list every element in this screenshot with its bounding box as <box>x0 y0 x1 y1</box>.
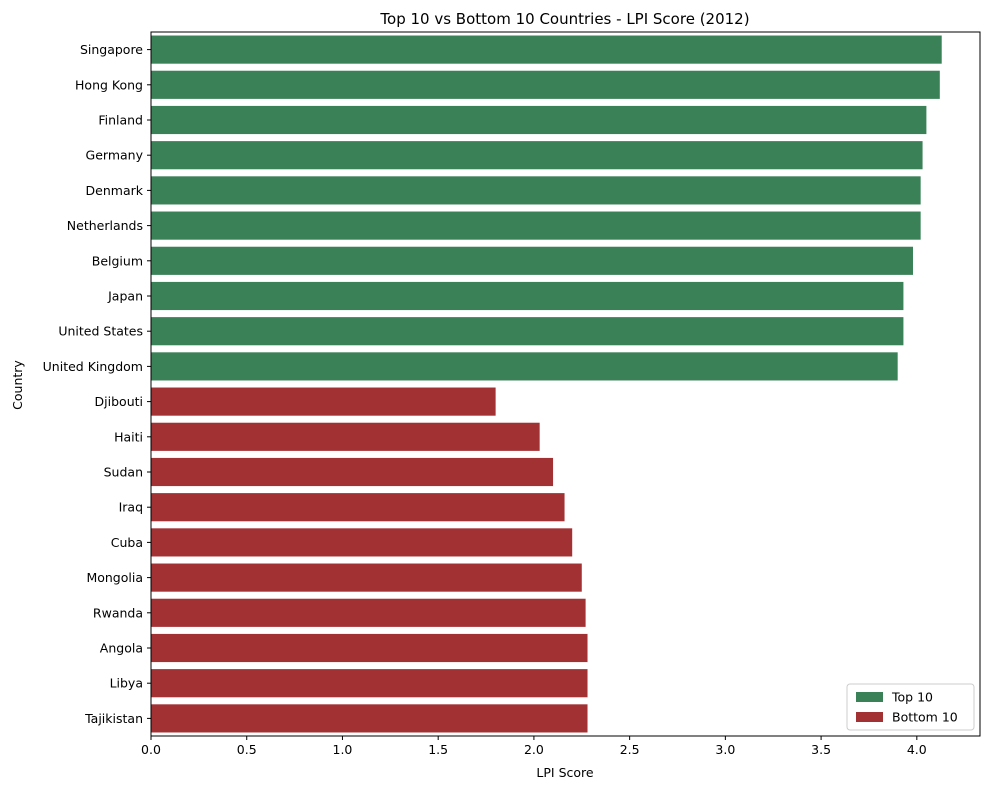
y-tick-label: Tajikistan <box>84 711 143 726</box>
y-tick-label: Japan <box>107 289 143 304</box>
x-tick-label: 2.0 <box>524 742 544 757</box>
legend-swatch <box>856 712 883 722</box>
y-tick-label: Mongolia <box>86 570 143 585</box>
chart-title: Top 10 vs Bottom 10 Countries - LPI Scor… <box>379 10 749 28</box>
y-tick-label: Rwanda <box>93 605 143 620</box>
bar-united-states <box>151 317 904 346</box>
y-tick-label: Sudan <box>104 465 143 480</box>
bar-japan <box>151 281 904 311</box>
bar-haiti <box>151 422 540 451</box>
x-axis-ticks: 0.0 0.5 1.0 1.5 2.0 2.5 3.0 3.5 4.0 <box>141 736 927 757</box>
y-tick-label: Belgium <box>92 253 143 268</box>
x-tick-label: 3.5 <box>811 742 831 757</box>
bar-denmark <box>151 176 921 205</box>
y-tick-label: Iraq <box>119 500 143 515</box>
y-axis-title: Country <box>10 360 25 410</box>
bar-cuba <box>151 528 573 557</box>
plot-frame <box>150 31 981 737</box>
x-tick-label: 4.0 <box>907 742 927 757</box>
y-tick-label: United States <box>58 324 143 339</box>
bar-angola <box>151 633 588 663</box>
bar-mongolia <box>151 563 582 592</box>
bar-tajikistan <box>151 704 588 733</box>
y-tick-label: Germany <box>86 148 144 163</box>
bar-germany <box>151 141 923 170</box>
y-axis-ticks: Singapore Hong Kong Finland Germany Denmark N… <box>43 42 151 726</box>
bars-group <box>151 35 942 733</box>
bar-libya <box>151 669 588 698</box>
bar-rwanda <box>151 598 586 627</box>
axis-spines <box>150 31 981 737</box>
y-tick-label: Haiti <box>114 429 143 444</box>
x-tick-label: 2.5 <box>620 742 640 757</box>
y-tick-label: Cuba <box>111 535 143 550</box>
y-tick-label: Singapore <box>80 42 143 57</box>
y-tick-label: Angola <box>100 641 143 656</box>
bar-belgium <box>151 246 913 275</box>
x-tick-label: 1.5 <box>428 742 448 757</box>
legend: Top 10 Bottom 10 <box>846 683 975 731</box>
y-tick-label: United Kingdom <box>43 359 143 374</box>
y-tick-label: Libya <box>110 676 143 691</box>
y-tick-label: Finland <box>98 113 143 128</box>
bar-united-kingdom <box>151 352 898 381</box>
y-tick-label: Netherlands <box>67 218 143 233</box>
y-tick-label: Hong Kong <box>75 77 143 92</box>
y-tick-label: Denmark <box>86 183 144 198</box>
bar-hong-kong <box>151 70 940 99</box>
x-tick-label: 0.5 <box>237 742 257 757</box>
legend-label: Top 10 <box>891 690 933 705</box>
bar-djibouti <box>151 387 496 416</box>
legend-label: Bottom 10 <box>892 710 958 725</box>
bar-singapore <box>151 35 942 64</box>
x-tick-label: 3.0 <box>715 742 735 757</box>
bar-finland <box>151 105 927 135</box>
bar-iraq <box>151 493 565 522</box>
x-axis-title: LPI Score <box>536 765 593 780</box>
bar-sudan <box>151 457 554 487</box>
legend-swatch <box>856 692 883 702</box>
x-tick-label: 0.0 <box>141 742 161 757</box>
x-tick-label: 1.0 <box>333 742 353 757</box>
bar-netherlands <box>151 211 921 240</box>
y-tick-label: Djibouti <box>95 394 143 409</box>
